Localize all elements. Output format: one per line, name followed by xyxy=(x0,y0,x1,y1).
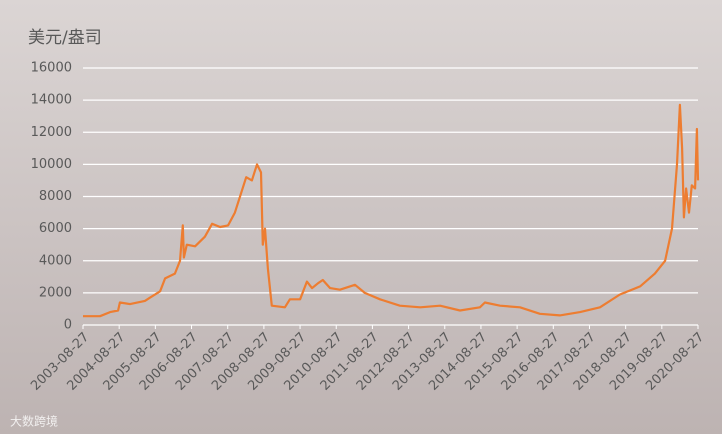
y-tick-label: 0 xyxy=(64,318,72,333)
y-tick-label: 10000 xyxy=(31,157,72,172)
y-tick-label: 12000 xyxy=(31,125,72,140)
y-tick-label: 14000 xyxy=(31,93,72,108)
y-tick-label: 8000 xyxy=(39,189,72,204)
y-tick-label: 4000 xyxy=(39,253,72,268)
y-axis-title: 美元/盎司 xyxy=(28,28,102,48)
y-tick-label: 2000 xyxy=(39,285,72,300)
y-tick-label: 6000 xyxy=(39,221,72,236)
y-tick-label: 16000 xyxy=(31,61,72,76)
watermark: 大数跨境 xyxy=(10,414,58,429)
data-line xyxy=(83,103,700,318)
